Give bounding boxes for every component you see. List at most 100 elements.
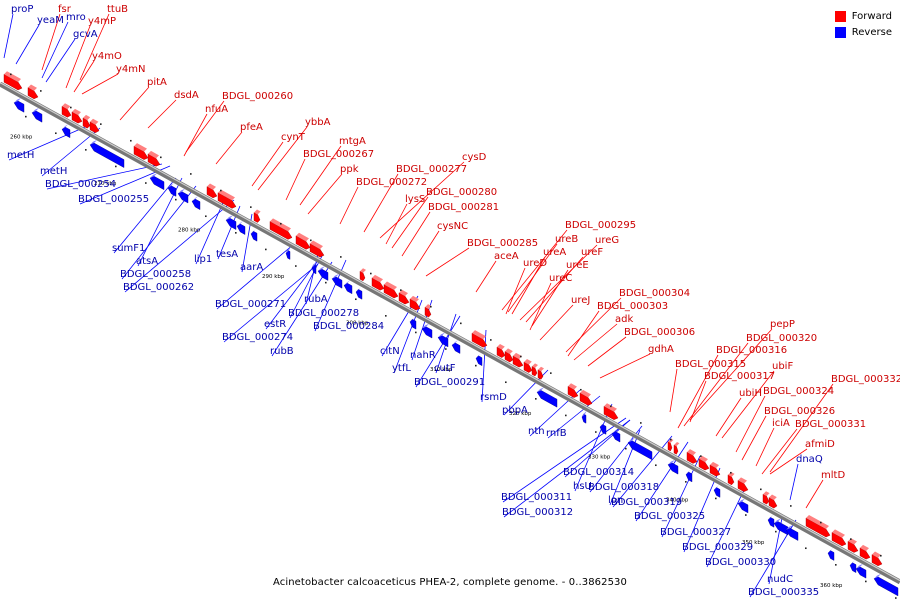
forward-callout-line xyxy=(41,13,61,71)
reverse-gene xyxy=(191,198,201,211)
reverse-gene-label: gcvA xyxy=(73,29,98,40)
reverse-gene xyxy=(343,282,353,295)
feature-dot xyxy=(565,414,567,417)
feature-dot xyxy=(340,256,342,258)
reverse-callout-line xyxy=(216,243,295,310)
reverse-gene xyxy=(785,527,799,541)
forward-gene-label: cysD xyxy=(462,152,487,163)
forward-gene-label: ubiF xyxy=(772,361,793,372)
reverse-gene-shade xyxy=(628,437,635,443)
forward-gene-label: ureD xyxy=(523,258,547,269)
forward-gene-label: BDGL_000304 xyxy=(619,288,690,299)
reverse-gene-shade xyxy=(612,428,619,434)
reverse-gene-label: BDGL_000255 xyxy=(78,194,149,205)
genome-axis xyxy=(0,81,900,585)
forward-gene-shade xyxy=(72,108,81,116)
forward-gene xyxy=(61,105,72,118)
reverse-gene-label: rsmD xyxy=(480,392,507,403)
forward-gene xyxy=(504,351,514,363)
gene-features xyxy=(3,71,899,599)
forward-gene-shade xyxy=(699,455,708,463)
reverse-gene xyxy=(581,413,587,424)
reverse-gene-label: BDGL_000311 xyxy=(501,492,572,503)
forward-gene-shade xyxy=(399,289,408,297)
feature-dot xyxy=(430,305,432,308)
feature-dot xyxy=(790,505,792,507)
forward-callout-line xyxy=(505,267,526,315)
forward-gene-label: ureE xyxy=(566,260,589,271)
feature-dot xyxy=(100,123,102,125)
feature-dot xyxy=(115,165,117,168)
reverse-gene-shade xyxy=(850,559,856,566)
reverse-gene-shade xyxy=(476,352,482,359)
reverse-callout-line xyxy=(41,21,69,79)
reverse-gene-shade xyxy=(856,563,863,569)
forward-callout-line xyxy=(147,99,177,129)
reverse-gene-label: tesA xyxy=(216,249,238,260)
reverse-gene xyxy=(627,440,653,461)
forward-gene-shade xyxy=(497,344,505,350)
reverse-gene-label: yeaM xyxy=(37,15,64,26)
forward-gene-shade xyxy=(148,150,159,159)
reverse-gene xyxy=(451,342,461,354)
feature-dot xyxy=(685,481,687,483)
reverse-gene-shade xyxy=(438,332,445,338)
forward-gene-label: BDGL_000295 xyxy=(565,220,636,231)
feature-dot xyxy=(40,90,42,92)
legend: Forward Reverse xyxy=(834,8,892,40)
feature-dot xyxy=(820,521,822,524)
tick-label: 260 kbp xyxy=(10,135,33,141)
feature-dot xyxy=(145,182,147,184)
forward-callout-line xyxy=(251,141,284,187)
forward-gene-label: ureA xyxy=(543,247,566,258)
forward-callout-line xyxy=(683,342,749,427)
feature-dot xyxy=(190,173,192,175)
tick-label: 300 kbp xyxy=(346,321,369,327)
forward-callout-line xyxy=(805,479,824,509)
feature-dot xyxy=(295,265,297,267)
forward-gene-label: y4mO xyxy=(92,51,122,62)
reverse-gene-label: estR xyxy=(264,319,286,330)
forward-callout-line xyxy=(525,256,584,323)
feature-dot xyxy=(730,471,732,474)
reverse-gene-label: BDGL_000278 xyxy=(288,308,359,319)
forward-callout-line xyxy=(65,25,91,89)
forward-callout-line xyxy=(519,244,598,321)
forward-callout-line xyxy=(385,203,408,245)
forward-gene-shade xyxy=(728,471,735,477)
reverse-gene xyxy=(250,230,258,242)
forward-gene-label: afmiD xyxy=(805,439,835,450)
forward-gene-shade xyxy=(710,461,719,469)
forward-gene-shade xyxy=(538,366,544,372)
reverse-gene xyxy=(599,424,607,435)
forward-gene-label: ureG xyxy=(595,235,619,246)
reverse-callout-line xyxy=(564,419,631,478)
feature-dot xyxy=(55,132,57,135)
feature-dot xyxy=(370,272,372,275)
feature-dot xyxy=(700,455,702,457)
reverse-gene-label: nahR xyxy=(410,350,436,361)
forward-callout-line xyxy=(735,395,766,453)
reverse-gene-label: BDGL_000330 xyxy=(705,557,776,568)
forward-gene-shade xyxy=(384,281,397,291)
reverse-callout-line xyxy=(289,255,323,319)
reverse-gene-label: metH xyxy=(40,166,67,177)
reverse-gene-shade xyxy=(410,316,416,322)
reverse-gene xyxy=(855,566,867,579)
forward-callout-line xyxy=(721,370,775,439)
reverse-callout-line xyxy=(271,261,333,357)
forward-gene-shade xyxy=(62,103,71,110)
reverse-gene-label: dnaQ xyxy=(796,454,823,465)
reverse-gene xyxy=(421,326,433,339)
feature-dot xyxy=(205,215,207,218)
reverse-gene-shade xyxy=(600,421,606,427)
reverse-gene-label: proP xyxy=(11,4,33,15)
reverse-gene-shade xyxy=(237,220,244,227)
forward-gene-label: ppk xyxy=(340,164,359,175)
forward-gene-label: ybbA xyxy=(305,117,331,128)
reverse-callout-line xyxy=(415,315,461,388)
forward-gene-label: BDGL_000326 xyxy=(764,406,835,417)
feature-dot xyxy=(625,447,627,450)
forward-gene-shade xyxy=(668,438,674,443)
